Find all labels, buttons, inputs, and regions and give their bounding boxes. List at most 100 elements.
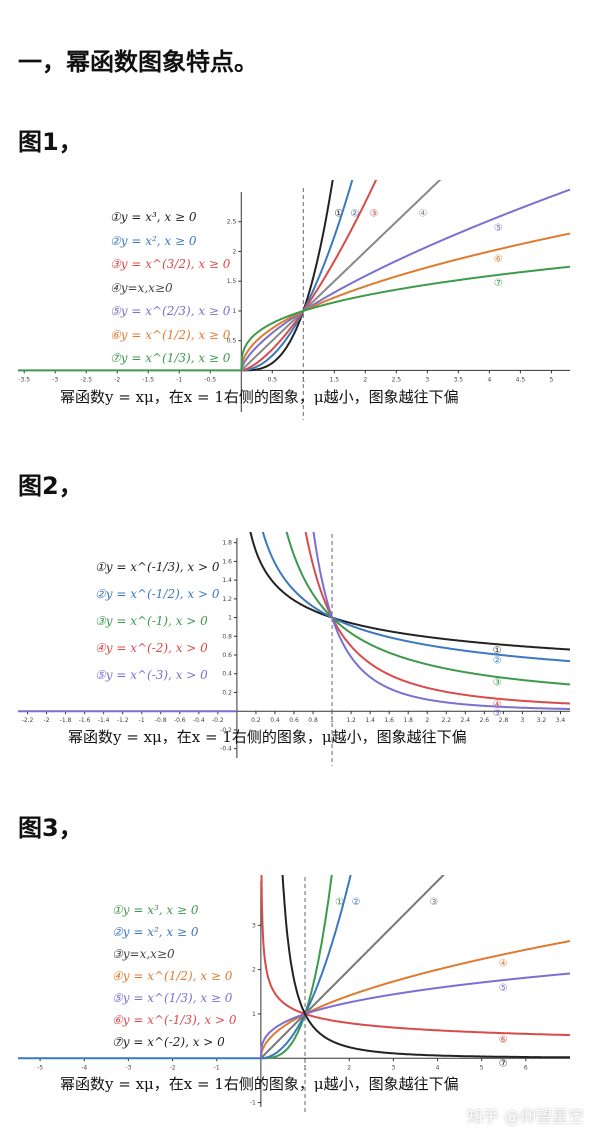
- series-curve: [260, 875, 352, 1060]
- series-label: ⑥: [494, 254, 503, 265]
- x-tick-label: 2: [363, 376, 367, 383]
- x-tick-label: -1.2: [117, 717, 129, 724]
- x-tick-label: -3.5: [18, 376, 30, 383]
- x-tick-label: 2: [425, 717, 429, 724]
- x-tick-label: 2: [347, 1064, 351, 1071]
- series-label: ⑤: [493, 708, 502, 719]
- x-tick-label: -2: [170, 1064, 176, 1071]
- figure-1: -3.5 -3 -2.5 -2 -1.5 -1 -0.5 0.5 1 1.5 2 2.5 3 3.5 4 4.…: [0, 180, 600, 430]
- x-tick-label: -0.6: [174, 717, 186, 724]
- series-label: ③: [369, 208, 378, 219]
- x-tick-label: -1: [214, 1064, 220, 1071]
- series-label: ④: [493, 700, 502, 711]
- series-curve: [241, 180, 378, 372]
- x-tick-label: 2.2: [442, 717, 452, 724]
- watermark: 知乎 @仰望星空: [466, 1107, 584, 1126]
- x-tick-label: 3.5: [454, 376, 464, 383]
- x-tick-label: 6: [524, 1064, 528, 1071]
- series-label: ⑥: [499, 1035, 508, 1046]
- section-title: 一，幂函数图象特点。: [18, 48, 258, 76]
- legend-item: ④y = x^(-2), x > 0: [95, 641, 208, 655]
- x-tick-label: 3.2: [537, 717, 547, 724]
- y-tick-label: -0.4: [220, 746, 232, 753]
- series-curve: [281, 875, 571, 1059]
- figure-2-label: 图2，: [18, 472, 83, 500]
- x-tick-label: 3: [391, 1064, 395, 1071]
- x-tick-label: -2: [44, 717, 50, 724]
- y-tick-label: 2: [232, 248, 236, 255]
- y-tick-label: 0.5: [227, 338, 237, 345]
- series-label: ⑤: [499, 983, 508, 994]
- x-tick-label: 2.8: [499, 717, 509, 724]
- series-label: ④: [499, 959, 508, 970]
- legend-item: ①y = x³, x ≥ 0: [110, 210, 197, 224]
- x-tick-label: 2.6: [480, 717, 490, 724]
- series-curve: [285, 532, 570, 686]
- y-tick-label: -1: [250, 1100, 256, 1107]
- legend-item: ⑥y = x^(1/2), x ≥ 0: [110, 327, 231, 342]
- legend-item: ①y = x^(-1/3), x > 0: [95, 560, 220, 574]
- x-tick-label: 1.8: [403, 717, 413, 724]
- series-label: ⑤: [494, 223, 503, 234]
- x-tick-label: 4.5: [516, 376, 526, 383]
- y-tick-label: 1.6: [222, 558, 232, 565]
- series-label: ⑦: [499, 1059, 508, 1070]
- x-tick-label: -1: [139, 717, 145, 724]
- legend-item: ②y = x², x ≥ 0: [110, 233, 197, 248]
- figure-1-label: 图1，: [18, 128, 83, 156]
- y-tick-label: 1.8: [222, 540, 232, 547]
- x-tick-label: -3: [52, 376, 58, 383]
- x-tick-label: -1.5: [142, 376, 154, 383]
- y-tick-label: 2: [252, 967, 256, 974]
- legend-item: ⑤y = x^(2/3), x ≥ 0: [110, 304, 231, 318]
- figure-1-caption: 幂函数y = xμ，在x = 1右侧的图象，μ越小，图象越往下偏: [60, 388, 459, 406]
- legend-item: ⑤y = x^(1/3), x ≥ 0: [112, 991, 233, 1005]
- x-tick-label: -0.2: [212, 717, 224, 724]
- series-label: ①: [335, 897, 344, 908]
- x-tick-label: -2: [114, 376, 120, 383]
- series-label: ②: [493, 655, 502, 666]
- series-curve: [259, 940, 571, 1059]
- series-label: ③: [429, 897, 438, 908]
- y-tick-label: 3: [252, 922, 256, 929]
- series-label: ③: [493, 678, 502, 689]
- series-curve: [259, 972, 570, 1059]
- series-curve: [312, 532, 570, 710]
- series-curve: [240, 180, 442, 372]
- y-tick-label: -0.2: [220, 727, 232, 734]
- y-tick-label: 1.5: [227, 278, 237, 285]
- legend-item: ③y=x,x≥0: [112, 947, 175, 961]
- legend-item: ③y = x^(3/2), x ≥ 0: [110, 257, 231, 271]
- series-curve: [260, 875, 445, 1059]
- y-tick-label: 1: [232, 308, 236, 315]
- legend-item: ④y = x^(1/2), x ≥ 0: [112, 969, 233, 983]
- x-tick-label: 5: [480, 1064, 484, 1071]
- legend-item: ⑦y = x^(1/3), x ≥ 0: [110, 351, 231, 365]
- x-tick-label: 3: [520, 717, 524, 724]
- x-tick-label: 5: [549, 376, 553, 383]
- series-curve: [261, 532, 571, 663]
- series-label: ①: [334, 208, 343, 219]
- x-tick-label: -2.2: [22, 717, 34, 724]
- x-tick-label: -1: [176, 376, 182, 383]
- figure-3-label: 图3，: [18, 814, 83, 842]
- x-tick-label: 0.2: [251, 717, 261, 724]
- y-tick-label: 0.2: [222, 689, 232, 696]
- series-curve: [240, 188, 571, 371]
- figure-2: -2.2 -2 -1.8 -1.6 -1.4 -1.2 -1 -0.8 -0.6 -0.4 -0.2…: [0, 532, 600, 772]
- x-tick-label: -1.8: [60, 717, 72, 724]
- legend-item: ②y = x², x ≥ 0: [112, 925, 199, 939]
- y-tick-label: 1: [252, 1011, 256, 1018]
- series-label: ②: [352, 897, 361, 908]
- x-tick-label: 1.6: [384, 717, 394, 724]
- y-tick-label: 0.8: [222, 633, 232, 640]
- x-tick-label: 1.2: [346, 717, 356, 724]
- y-tick-label: 1.2: [222, 596, 232, 603]
- figure-3-caption: 幂函数y = xμ，在x = 1右侧的图象，μ越小，图象越往下偏: [60, 1075, 459, 1093]
- y-tick-label: 1: [228, 615, 232, 622]
- series-curve: [241, 180, 334, 372]
- series-curve: [260, 875, 570, 1037]
- series-curve: [241, 180, 354, 372]
